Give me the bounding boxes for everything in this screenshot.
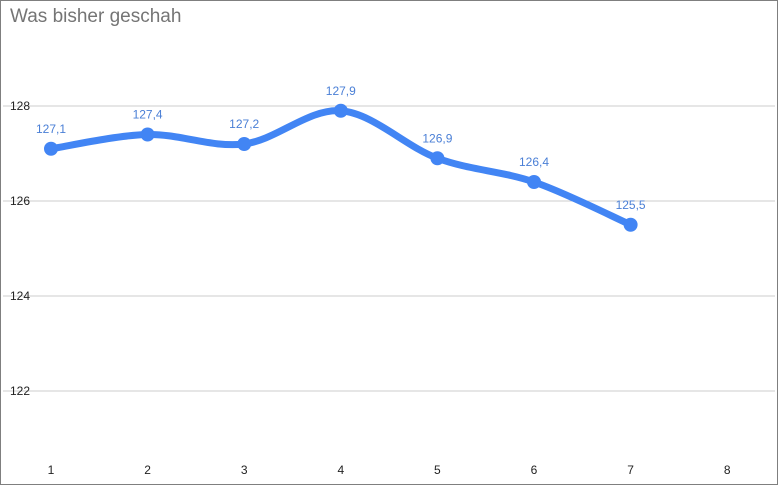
gridlines <box>3 105 775 392</box>
data-point <box>140 127 155 142</box>
x-tick-label: 6 <box>531 463 538 477</box>
data-points <box>44 103 638 232</box>
data-point <box>430 151 445 166</box>
x-tick-label: 4 <box>337 463 344 477</box>
y-tick-label: 126 <box>10 194 30 208</box>
data-point <box>237 137 252 151</box>
data-labels: 127,1 127,4 127,2 127,9 126,9 126,4 125,5 <box>36 84 646 212</box>
x-tick-label: 7 <box>627 463 634 477</box>
data-label: 127,2 <box>229 117 259 131</box>
data-label: 125,5 <box>616 198 646 212</box>
data-point <box>333 103 348 118</box>
data-label: 127,4 <box>133 108 163 122</box>
y-tick-label: 122 <box>10 384 30 398</box>
data-point <box>44 141 58 156</box>
x-axis-ticks: 1 2 3 4 5 6 7 8 <box>48 463 731 477</box>
y-axis-ticks: 128 126 124 122 <box>10 99 30 398</box>
x-tick-label: 5 <box>434 463 441 477</box>
chart-title: Was bisher geschah <box>10 6 182 27</box>
data-point <box>527 175 541 189</box>
x-tick-label: 8 <box>724 463 731 477</box>
y-tick-label: 128 <box>10 99 30 113</box>
x-tick-label: 1 <box>48 463 55 477</box>
data-label: 126,4 <box>519 155 549 169</box>
x-tick-label: 2 <box>144 463 151 477</box>
y-tick-label: 124 <box>10 289 30 303</box>
data-point <box>623 217 638 232</box>
x-tick-label: 3 <box>241 463 248 477</box>
data-label: 127,9 <box>326 84 356 98</box>
data-label: 126,9 <box>422 131 452 145</box>
data-label: 127,1 <box>36 122 66 136</box>
